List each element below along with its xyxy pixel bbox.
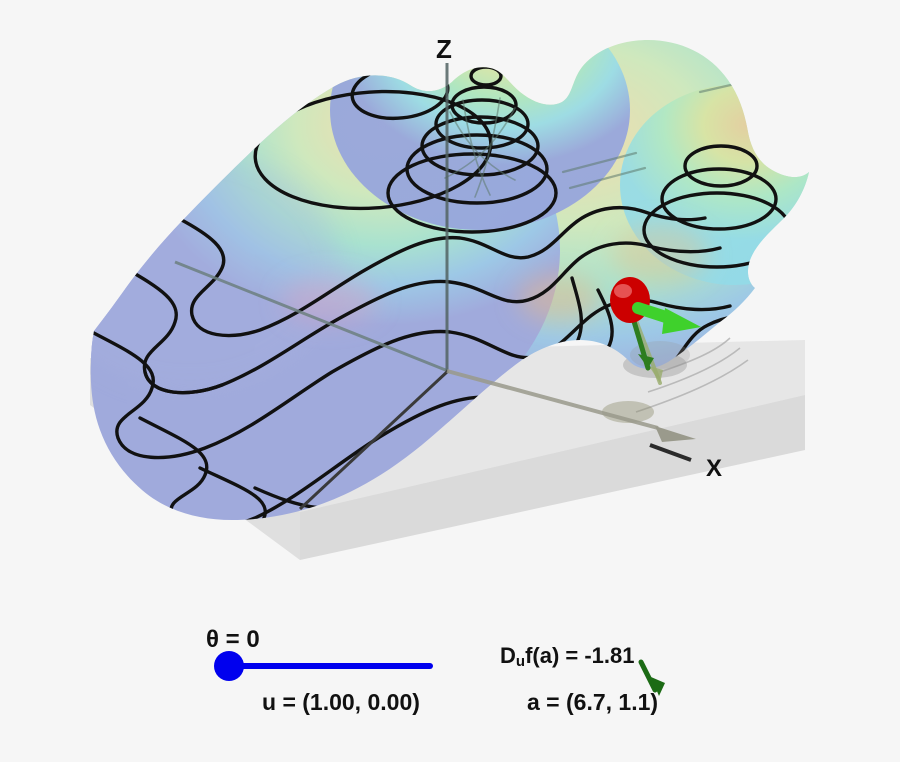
svg-text:a = (6.7, 1.1): a = (6.7, 1.1) [527,689,658,715]
svg-text:X: X [706,455,722,482]
svg-text:θ = 0: θ = 0 [206,626,260,653]
svg-text:Z: Z [436,34,452,64]
svg-text:u = (1.00, 0.00): u = (1.00, 0.00) [262,689,420,715]
